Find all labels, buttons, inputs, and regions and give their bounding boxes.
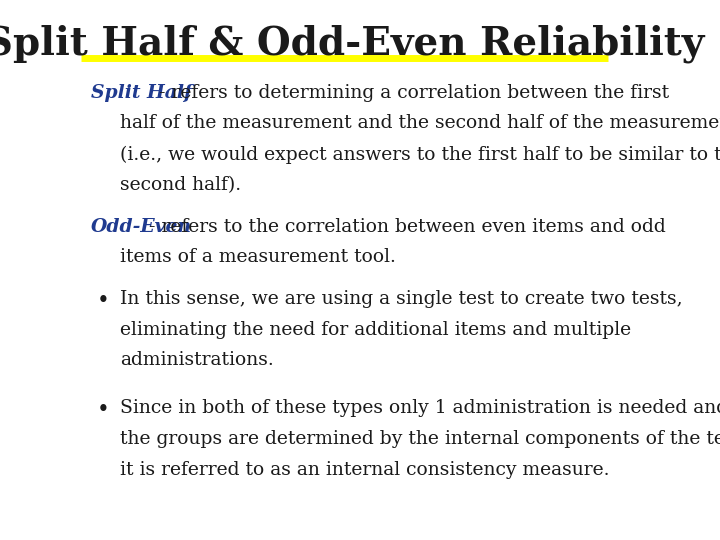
Text: Split Half: Split Half <box>91 84 192 102</box>
Text: •: • <box>96 399 109 421</box>
Text: •: • <box>96 290 109 312</box>
Text: Odd-Even: Odd-Even <box>91 218 192 235</box>
Text: the groups are determined by the internal components of the test,: the groups are determined by the interna… <box>120 430 720 448</box>
Text: Since in both of these types only 1 administration is needed and: Since in both of these types only 1 admi… <box>120 399 720 417</box>
Text: (i.e., we would expect answers to the first half to be similar to the: (i.e., we would expect answers to the fi… <box>120 145 720 164</box>
Text: it is referred to as an internal consistency measure.: it is referred to as an internal consist… <box>120 461 610 479</box>
Text: half of the measurement and the second half of the measurement: half of the measurement and the second h… <box>120 114 720 132</box>
Text: In this sense, we are using a single test to create two tests,: In this sense, we are using a single tes… <box>120 290 683 308</box>
Text: second half).: second half). <box>120 176 241 194</box>
Text: items of a measurement tool.: items of a measurement tool. <box>120 248 396 266</box>
Text: - refers to determining a correlation between the first: - refers to determining a correlation be… <box>158 84 669 102</box>
Text: Split Half & Odd-Even Reliability: Split Half & Odd-Even Reliability <box>0 24 704 63</box>
Text: administrations.: administrations. <box>120 352 274 369</box>
Text: - refers to the correlation between even items and odd: - refers to the correlation between even… <box>149 218 666 235</box>
Text: eliminating the need for additional items and multiple: eliminating the need for additional item… <box>120 321 631 339</box>
